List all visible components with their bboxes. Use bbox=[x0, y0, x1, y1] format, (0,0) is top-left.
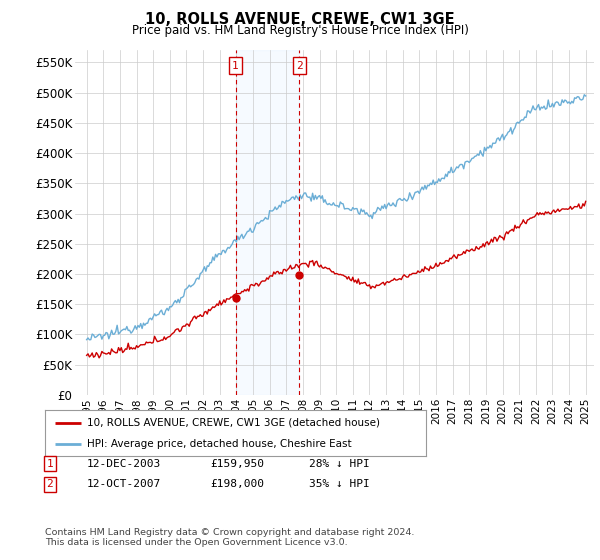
Text: 35% ↓ HPI: 35% ↓ HPI bbox=[309, 479, 370, 489]
Text: 12-OCT-2007: 12-OCT-2007 bbox=[87, 479, 161, 489]
Text: Price paid vs. HM Land Registry's House Price Index (HPI): Price paid vs. HM Land Registry's House … bbox=[131, 24, 469, 37]
Text: £198,000: £198,000 bbox=[210, 479, 264, 489]
Text: 2: 2 bbox=[296, 60, 303, 71]
Bar bbox=[236, 50, 299, 395]
Text: 10, ROLLS AVENUE, CREWE, CW1 3GE: 10, ROLLS AVENUE, CREWE, CW1 3GE bbox=[145, 12, 455, 27]
Text: 12-DEC-2003: 12-DEC-2003 bbox=[87, 459, 161, 469]
Text: 1: 1 bbox=[232, 60, 239, 71]
Text: £159,950: £159,950 bbox=[210, 459, 264, 469]
Text: 28% ↓ HPI: 28% ↓ HPI bbox=[309, 459, 370, 469]
Text: Contains HM Land Registry data © Crown copyright and database right 2024.
This d: Contains HM Land Registry data © Crown c… bbox=[45, 528, 415, 547]
Text: 2: 2 bbox=[46, 479, 53, 489]
Text: HPI: Average price, detached house, Cheshire East: HPI: Average price, detached house, Ches… bbox=[87, 439, 352, 449]
Text: 1: 1 bbox=[46, 459, 53, 469]
Text: 10, ROLLS AVENUE, CREWE, CW1 3GE (detached house): 10, ROLLS AVENUE, CREWE, CW1 3GE (detach… bbox=[87, 418, 380, 428]
